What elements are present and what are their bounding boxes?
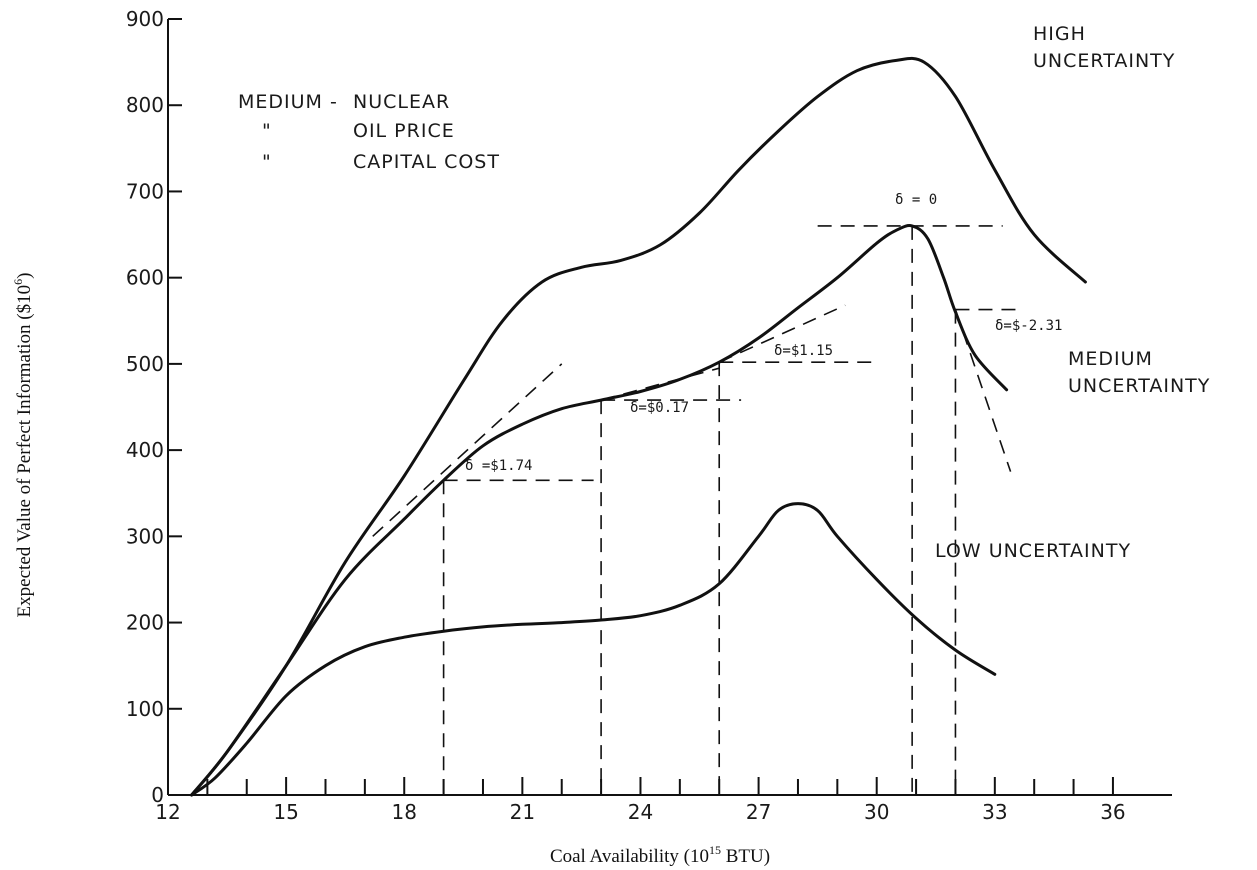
series-label: UNCERTAINTY <box>1068 375 1210 397</box>
x-tick-label: 12 <box>155 800 180 824</box>
dashed-guides <box>372 225 1016 795</box>
tick-labels: 12 15 18 21 24 27 30 33 36 0 100 200 300 400 500 600 700… <box>126 7 1126 824</box>
annotation-tangent-line <box>600 367 720 401</box>
delta-annotation: δ=$0.17 <box>630 400 689 416</box>
y-tick-label: 900 <box>126 7 164 31</box>
series-line-medium-uncertainty <box>190 224 1009 797</box>
y-tick-label: 200 <box>126 611 164 635</box>
series-label: LOW UNCERTAINTY <box>935 540 1131 562</box>
series-label: MEDIUM <box>1068 348 1153 370</box>
y-tick-label: 800 <box>126 93 164 117</box>
x-tick-label: 24 <box>628 800 653 824</box>
x-tick-label: 15 <box>273 800 298 824</box>
series-line-low-uncertainty <box>190 502 997 797</box>
x-tick-label: 27 <box>746 800 771 824</box>
axes <box>167 19 1172 796</box>
y-tick-label: 0 <box>151 783 164 807</box>
legend-note-text: OIL PRICE <box>353 120 455 142</box>
x-axis-title: Coal Availability (1015 BTU) <box>550 843 770 867</box>
delta-annotation: δ=$1.15 <box>774 343 833 359</box>
series-group <box>190 56 1087 797</box>
x-tick-label: 30 <box>864 800 889 824</box>
y-tick-label: 500 <box>126 352 164 376</box>
y-tick-label: 600 <box>126 266 164 290</box>
x-tick-label: 18 <box>392 800 417 824</box>
y-tick-label: 100 <box>126 697 164 721</box>
y-tick-label: 300 <box>126 524 164 548</box>
ticks <box>167 18 1114 795</box>
legend-note-text: NUCLEAR <box>353 91 450 113</box>
y-tick-label: 400 <box>126 438 164 462</box>
series-label: HIGH <box>1033 23 1086 45</box>
delta-annotation: δ=$-2.31 <box>995 318 1062 334</box>
delta-annotation: δ =$1.74 <box>465 458 532 474</box>
legend-note-text: " <box>262 120 272 142</box>
legend-note-text: MEDIUM - <box>238 91 338 113</box>
y-axis-title: Expected Value of Perfect Information ($… <box>11 273 35 618</box>
series-label: UNCERTAINTY <box>1033 50 1175 72</box>
y-tick-label: 700 <box>126 179 164 203</box>
delta-annotation: δ = 0 <box>895 192 937 208</box>
legend-note-text: " <box>262 151 272 173</box>
annotation-tangent-line <box>372 363 563 537</box>
legend-note-text: CAPITAL COST <box>353 151 500 173</box>
x-tick-label: 33 <box>982 800 1007 824</box>
series-line-high-uncertainty <box>190 56 1087 797</box>
annotation-tangent-line <box>718 304 846 363</box>
x-tick-label: 21 <box>510 800 535 824</box>
x-tick-label: 36 <box>1100 800 1125 824</box>
labels-group: HIGH UNCERTAINTY MEDIUM UNCERTAINTY LOW UNCE… <box>238 23 1210 562</box>
